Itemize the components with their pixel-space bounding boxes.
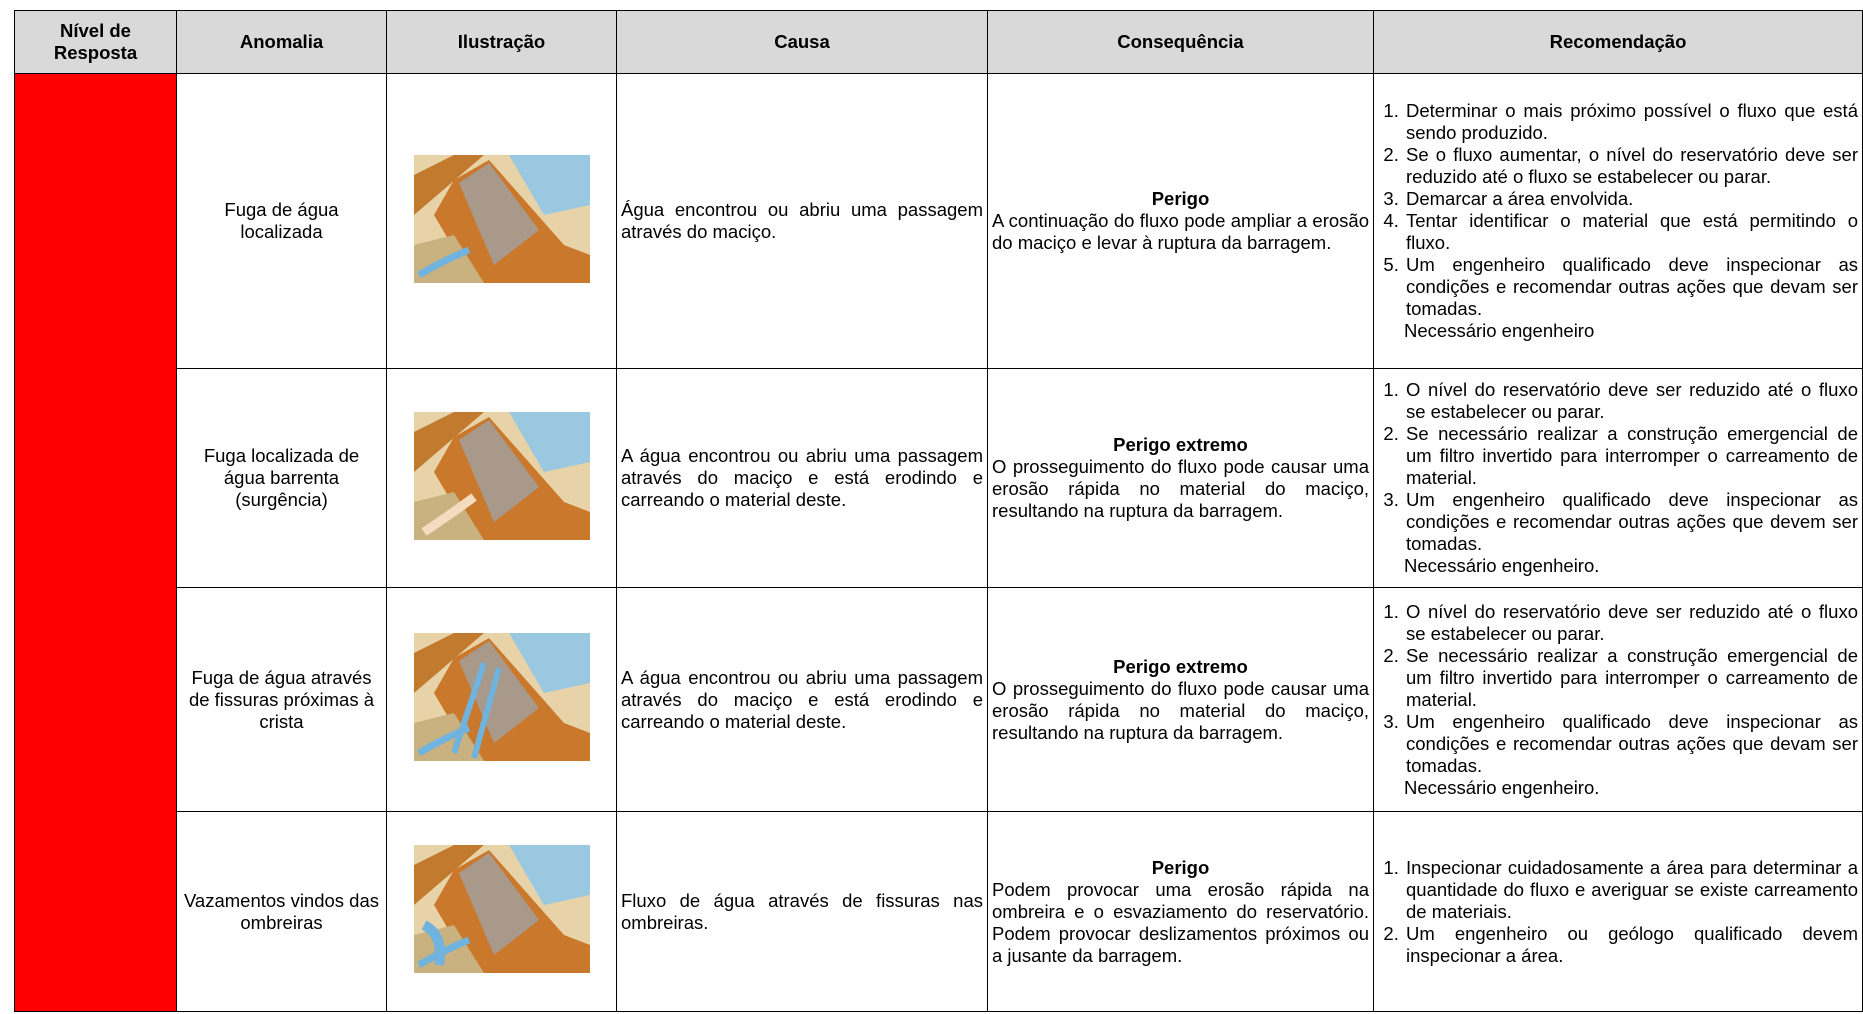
consequence: Perigo extremo O prosseguimento do fluxo … [987,368,1374,588]
note: Necessário engenheiro [1404,320,1595,341]
consequence-text: O prosseguimento do fluxo pode causar um… [992,677,1369,743]
recommendation: O nível do reservatório deve ser reduzid… [1373,368,1863,588]
recommendation: Inspecionar cuidadosamente a área para d… [1373,811,1863,1012]
column-header: Ilustração [386,10,617,74]
illustration-cell [386,811,617,1012]
recommendation-item: Um engenheiro qualificado deve inspecion… [1404,489,1858,555]
recommendation-list: O nível do reservatório deve ser reduzid… [1378,379,1858,555]
column-header: Consequência [987,10,1374,74]
recommendation: Determinar o mais próximo possível o flu… [1373,73,1863,369]
consequence-text: Podem provocar uma erosão rápida na ombr… [992,878,1369,966]
illustration [413,845,590,973]
consequence-text: O prosseguimento do fluxo pode causar um… [992,456,1369,521]
header-row: Nível de Resposta Anomalia Ilustração Causa… [14,10,1863,74]
recommendation-item: Demarcar a área envolvida. [1404,188,1858,210]
consequence: Perigo extremo O prosseguimento do fluxo … [987,587,1374,812]
recommendation-item: Determinar o mais próximo possível o flu… [1404,100,1858,144]
column-header: Nível de Resposta [14,10,177,74]
note: Necessário engenheiro. [1404,776,1600,798]
cause: Água encontrou ou abriu uma passagem atr… [616,73,988,369]
recommendation: O nível do reservatório deve ser reduzid… [1373,587,1863,812]
illustration-cell [386,368,617,588]
cause: A água encontrou ou abriu uma passagem a… [616,368,988,588]
cause: A água encontrou ou abriu uma passagem a… [616,587,988,812]
column-header: Anomalia [176,10,387,74]
illustration-cell [386,587,617,812]
consequence-title: Perigo extremo [1113,655,1248,677]
anomaly: Fuga de água através de fissuras próxima… [176,587,387,812]
consequence-title: Perigo [1151,856,1210,878]
consequence-title: Perigo [1151,188,1210,209]
illustration [413,154,590,283]
recommendation-item: Inspecionar cuidadosamente a área para d… [1404,857,1858,923]
recommendation-item: Se o fluxo aumentar, o nível do reservat… [1404,144,1858,188]
anomaly: Fuga de água localizada [176,73,387,369]
table-row: Fuga localizada de água barrenta (surgên… [15,368,1863,588]
table-row: Fuga de água através de fissuras próxima… [15,587,1863,812]
illustration [413,633,590,761]
column-header: Recomendação [1373,10,1863,74]
illustration-cell [386,73,617,369]
consequence-title: Perigo extremo [1113,434,1248,455]
anomaly: Vazamentos vindos das ombreiras [176,811,387,1012]
recommendation-item: Tentar identificar o material que está p… [1404,210,1858,254]
illustration [413,411,590,540]
recommendation-item: Se necessário realizar a construção emer… [1404,645,1858,711]
consequence: Perigo A continuação do fluxo pode amplia… [987,73,1374,369]
table-row: Vazamentos vindos das ombreiras Fluxo de… [15,811,1863,1012]
recommendation-item: Um engenheiro qualificado deve inspecion… [1404,254,1858,320]
consequence: Perigo Podem provocar uma erosão rápida n… [987,811,1374,1012]
consequence-text: A continuação do fluxo pode ampliar a er… [992,210,1369,253]
recommendation-item: Um engenheiro qualificado deve inspecion… [1404,711,1858,777]
column-header: Causa [616,10,988,74]
anomaly-table: Nível de Resposta Anomalia Ilustração Causa… [14,10,1863,1012]
table-body: Fuga de água localizada Água encontrou o… [14,73,1863,1012]
cause: Fluxo de água através de fissuras nas om… [616,811,988,1012]
recommendation-list: Determinar o mais próximo possível o flu… [1378,100,1858,320]
recommendation-item: O nível do reservatório deve ser reduzid… [1404,601,1858,645]
response-level [14,73,177,1012]
recommendation-list: O nível do reservatório deve ser reduzid… [1378,601,1858,777]
table-row: Fuga de água localizada Água encontrou o… [14,73,1863,1012]
recommendation-item: O nível do reservatório deve ser reduzid… [1404,379,1858,423]
anomaly: Fuga localizada de água barrenta (surgên… [176,368,387,588]
note: Necessário engenheiro. [1404,555,1600,576]
recommendation-item: Se necessário realizar a construção emer… [1404,423,1858,489]
recommendation-list: Inspecionar cuidadosamente a área para d… [1378,857,1858,967]
recommendation-item: Um engenheiro ou geólogo qualificado dev… [1404,923,1858,967]
